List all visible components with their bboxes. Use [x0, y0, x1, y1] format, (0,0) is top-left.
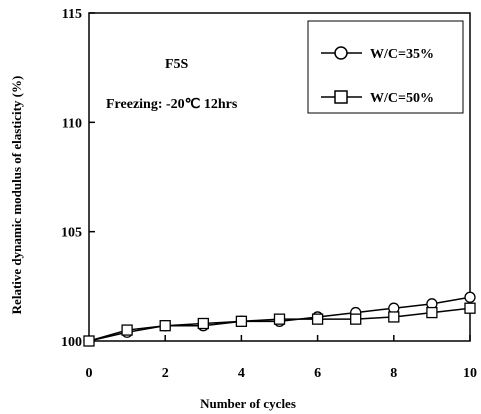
- y-axis-ticks: 100 105 110 115: [61, 7, 95, 350]
- point-square: [159, 320, 171, 332]
- point-square: [197, 317, 209, 330]
- x-tick-label: 10: [463, 366, 477, 381]
- specimen-annotation: F5S: [165, 57, 189, 72]
- x-axis-ticks: 0 2 4 6 8 10: [86, 335, 477, 381]
- legend: W/C=35% W/C=50%: [307, 20, 464, 114]
- x-tick-label: 2: [162, 366, 169, 381]
- point-square: [350, 313, 362, 325]
- y-tick-label: 115: [62, 7, 82, 22]
- y-axis-title: Relative dynamic modulus of elasticity (…: [9, 76, 24, 315]
- point-square: [273, 313, 286, 325]
- point-square: [121, 324, 133, 336]
- x-tick-label: 6: [314, 366, 321, 381]
- point-square: [235, 315, 248, 327]
- legend-marker-circle: [334, 46, 348, 60]
- legend-marker-square: [334, 90, 348, 104]
- point-circle: [464, 291, 476, 303]
- freezing-annotation: Freezing: -20℃ 12hrs: [106, 97, 238, 112]
- point-square: [83, 335, 95, 347]
- point-square: [388, 311, 400, 323]
- x-tick-label: 0: [86, 366, 93, 381]
- x-tick-label: 4: [238, 366, 245, 381]
- legend-label-35: W/C=35%: [370, 47, 434, 62]
- y-tick-label: 110: [62, 116, 82, 131]
- point-square: [426, 306, 438, 319]
- x-tick-label: 8: [390, 366, 397, 381]
- legend-box: [307, 20, 464, 114]
- y-tick-label: 105: [61, 226, 82, 241]
- point-square: [311, 313, 324, 325]
- y-tick-label: 100: [61, 335, 82, 350]
- x-axis-title: Number of cycles: [200, 396, 296, 411]
- series-layer: [83, 291, 476, 347]
- legend-label-50: W/C=50%: [370, 91, 434, 106]
- point-square: [464, 302, 476, 314]
- plot-frame: [88, 12, 471, 342]
